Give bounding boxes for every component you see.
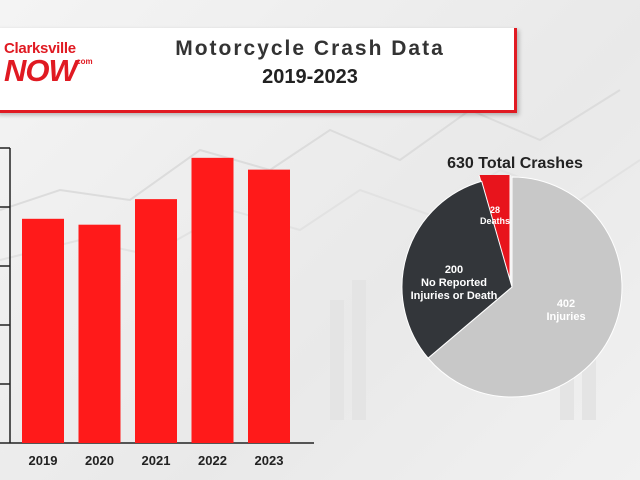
x-tick-label-2022: 2022 (198, 453, 227, 468)
x-tick-label-2023: 2023 (255, 453, 284, 468)
pie-label-no-injuries: 200 No Reported Injuries or Death (411, 264, 498, 302)
bar-2023 (248, 169, 290, 443)
logo-bottom-text: NOW (4, 53, 78, 88)
pie-label-deaths: 28 Deaths (480, 205, 510, 226)
logo-top-text: Clarksville (4, 40, 76, 57)
bar-2020 (78, 224, 121, 443)
title-panel (0, 28, 517, 113)
bar-2022 (191, 157, 234, 444)
x-tick-label-2019: 2019 (29, 453, 58, 468)
pie-slice-injuries (427, 176, 623, 398)
page-subtitle: 2019-2023 (262, 66, 358, 88)
logo-dotcom-text: .com (74, 57, 93, 66)
pie-chart-title: 630 Total Crashes (447, 155, 583, 172)
bar-2019 (22, 218, 64, 443)
pie-chart: 402 Injuries 200 No Reported Injuries or Dea… (401, 175, 623, 398)
x-tick-label-2021: 2021 (142, 453, 171, 468)
bar-chart: 2019 2020 2021 2022 2023 (0, 147, 314, 468)
pie-slice-no-reported-injuries-or-death (401, 180, 513, 359)
pie-label-injuries: 402 Injuries (546, 298, 585, 323)
clarksville-now-logo: Clarksville NOW .com (4, 40, 96, 88)
bar-2021 (135, 199, 177, 443)
x-tick-label-2020: 2020 (85, 453, 114, 468)
page-title: Motorcycle Crash Data (175, 37, 445, 60)
